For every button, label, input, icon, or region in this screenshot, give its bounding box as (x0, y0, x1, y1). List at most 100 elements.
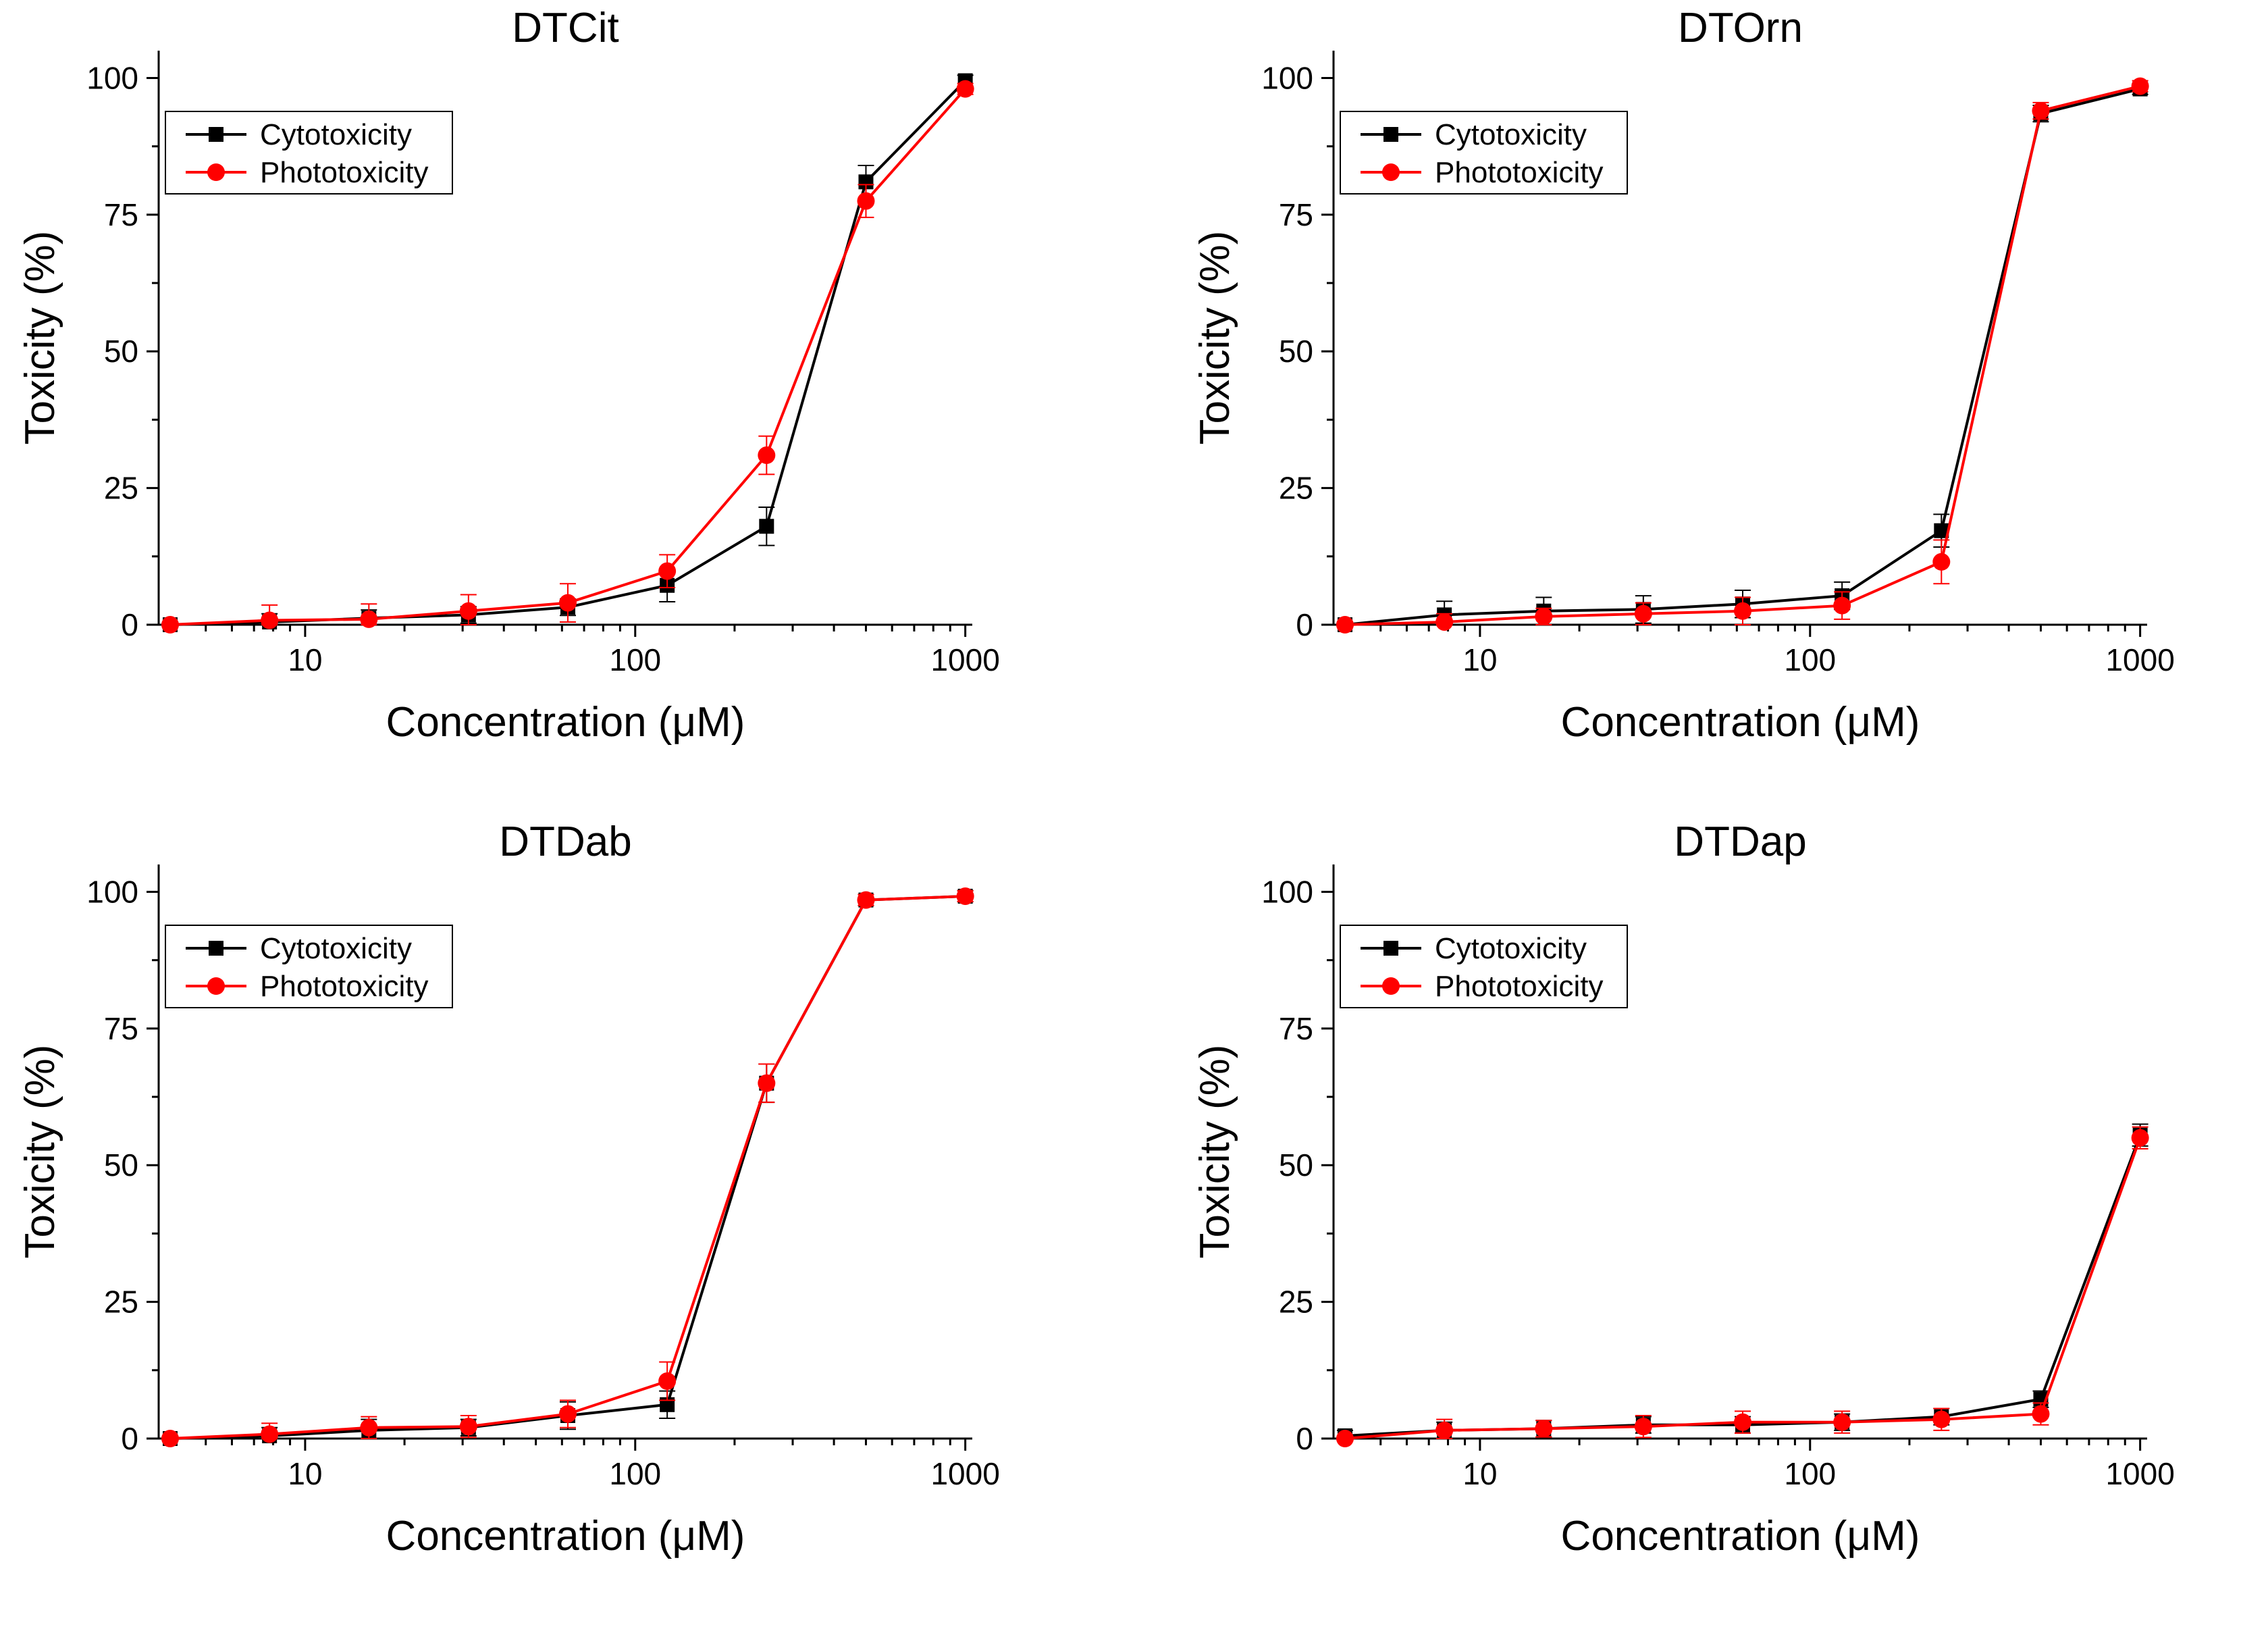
chart-title: DTOrn (1678, 7, 1803, 51)
data-point (956, 80, 974, 98)
y-tick-label: 0 (1296, 607, 1313, 642)
data-point (261, 611, 279, 629)
x-axis-label: Concentration (μM) (386, 1513, 745, 1559)
data-point (2032, 102, 2050, 120)
legend-label: Cytotoxicity (1435, 118, 1587, 151)
y-tick-label: 100 (1261, 60, 1313, 95)
chart-panel-dtdab: 0 25 50 75 100 10 100 1000 DTDab Concentration (μ… (14, 819, 1094, 1597)
y-tick-label: 50 (1279, 334, 1313, 369)
chart-dtorn: 0 25 50 75 100 10 100 1000 DTOrn Concentration (μ… (1192, 5, 2175, 746)
y-tick-label: 0 (1296, 1421, 1313, 1456)
y-axis-label: Toxicity (%) (1192, 231, 1238, 445)
x-axis-label: Concentration (μM) (1561, 1513, 1920, 1559)
y-tick-label: 75 (1279, 197, 1313, 232)
legend-swatch-marker (1383, 941, 1398, 956)
y-tick-label: 100 (86, 874, 138, 909)
legend-swatch-marker (1382, 163, 1400, 181)
data-point (459, 1418, 477, 1436)
data-point (658, 1372, 677, 1390)
legend: Cytotoxicity Phototoxicity (165, 925, 453, 1008)
data-point (360, 1418, 378, 1437)
legend-swatch-marker (1382, 977, 1400, 995)
x-axis-label: Concentration (μM) (1561, 699, 1920, 746)
y-tick-label: 0 (121, 1421, 138, 1456)
legend-label: Phototoxicity (260, 156, 428, 189)
chart-dtdab: 0 25 50 75 100 10 100 1000 DTDab Concentration (μ… (17, 819, 1000, 1559)
data-point (1932, 552, 1951, 571)
data-point (1932, 1410, 1951, 1428)
data-point (2131, 77, 2149, 95)
chart-dtcit: 0 25 50 75 100 10 100 1000 DTCit Concentration (μ… (17, 5, 1000, 746)
data-point (758, 1074, 776, 1092)
legend-label: Cytotoxicity (1435, 932, 1587, 965)
chart-title: DTDab (499, 821, 631, 865)
x-axis-label: Concentration (μM) (386, 699, 745, 746)
data-point (857, 192, 875, 210)
series-phototoxicity (1336, 77, 2149, 634)
y-tick-label: 25 (1279, 471, 1313, 506)
x-tick-label: 100 (609, 642, 661, 677)
y-tick-label: 25 (104, 1285, 138, 1320)
y-axis-label: Toxicity (%) (17, 231, 63, 445)
data-point (459, 602, 477, 620)
data-point (1634, 604, 1652, 623)
y-tick-label: 25 (104, 471, 138, 506)
data-point (558, 1405, 577, 1423)
data-point (261, 1425, 279, 1443)
chart-panel-dtorn: 0 25 50 75 100 10 100 1000 DTOrn Concentration (μ… (1188, 5, 2268, 783)
data-point (1336, 616, 1354, 634)
x-tick-label: 100 (1784, 1456, 1836, 1491)
data-point (1435, 1421, 1454, 1439)
y-tick-label: 25 (1279, 1285, 1313, 1320)
x-tick-label: 1000 (930, 1456, 999, 1491)
data-point (1833, 596, 1851, 615)
legend: Cytotoxicity Phototoxicity (165, 111, 453, 195)
y-tick-label: 100 (86, 60, 138, 95)
data-point (2131, 1129, 2149, 1147)
y-tick-label: 75 (1279, 1011, 1313, 1046)
legend-swatch-marker (207, 977, 225, 995)
series-phototoxicity (161, 80, 974, 634)
legend-label: Cytotoxicity (260, 932, 412, 965)
data-point (956, 887, 974, 905)
legend-swatch-marker (1383, 127, 1398, 142)
legend-swatch-marker (209, 127, 223, 142)
data-point (1934, 523, 1949, 538)
y-tick-label: 75 (104, 1011, 138, 1046)
data-point (161, 616, 179, 634)
data-point (360, 610, 378, 628)
series-cytotoxicity (1336, 1123, 2148, 1443)
series-line (1344, 1137, 2142, 1440)
data-point (161, 1430, 179, 1447)
y-tick-label: 50 (1279, 1147, 1313, 1183)
y-tick-label: 0 (121, 607, 138, 642)
legend-label: Cytotoxicity (260, 118, 412, 151)
data-point (1733, 1413, 1751, 1431)
legend-label: Phototoxicity (1435, 970, 1603, 1003)
data-point (858, 174, 874, 190)
legend-label: Phototoxicity (260, 970, 428, 1003)
y-axis-label: Toxicity (%) (1192, 1045, 1238, 1259)
chart-title: DTCit (512, 7, 618, 51)
chart-dtdap: 0 25 50 75 100 10 100 1000 DTDap Concentration (μ… (1192, 819, 2175, 1559)
x-tick-label: 1000 (2105, 642, 2174, 677)
chart-panel-dtdap: 0 25 50 75 100 10 100 1000 DTDap Concentration (μ… (1188, 819, 2268, 1597)
legend-swatch-marker (209, 941, 223, 956)
x-tick-label: 100 (609, 1456, 661, 1491)
x-tick-label: 10 (1462, 642, 1497, 677)
chart-title: DTDap (1674, 821, 1806, 865)
data-point (1833, 1413, 1851, 1431)
data-point (2032, 1405, 2050, 1423)
x-tick-label: 100 (1784, 642, 1836, 677)
data-point (1733, 602, 1751, 620)
data-point (558, 594, 577, 612)
data-point (658, 562, 677, 580)
x-tick-label: 10 (288, 1456, 322, 1491)
y-tick-label: 50 (104, 1147, 138, 1183)
data-point (1535, 607, 1553, 625)
data-point (857, 891, 875, 909)
chart-panel-dtcit: 0 25 50 75 100 10 100 1000 DTCit Concentration (μ… (14, 5, 1094, 783)
series-phototoxicity (161, 887, 974, 1447)
series-line (1344, 1134, 2142, 1437)
